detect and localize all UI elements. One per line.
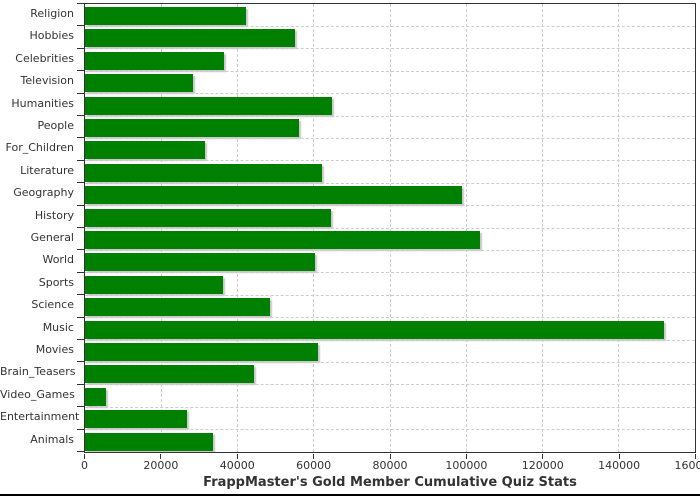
category-axis-tick	[77, 428, 84, 430]
category-label: Sports	[38, 275, 74, 289]
value-axis-tick-label: 120000	[521, 459, 564, 472]
category-axis-tick	[77, 316, 84, 318]
vertical-gridline	[160, 4, 162, 452]
value-axis-tick-label: 60000	[296, 459, 332, 472]
vertical-gridline	[389, 4, 391, 452]
value-axis-tick	[618, 454, 620, 459]
category-axis-tick	[77, 3, 84, 4]
bar-video-games	[85, 387, 106, 406]
category-axis-tick	[77, 361, 84, 363]
bar-science	[85, 298, 270, 317]
vertical-gridline	[465, 4, 467, 452]
category-label: Hobbies	[29, 29, 74, 43]
vertical-gridline	[542, 4, 543, 452]
category-label: Geography	[13, 186, 74, 200]
bar-for-children	[85, 141, 205, 160]
category-axis-tick	[77, 204, 84, 206]
category-label: For_Children	[5, 141, 74, 155]
value-axis-tick-label: 140000	[598, 459, 641, 472]
category-label: World	[42, 253, 74, 267]
bar-literature	[85, 163, 322, 182]
bar-world	[85, 253, 315, 272]
bar-celebrities	[85, 51, 224, 70]
value-axis-tick	[389, 454, 391, 459]
category-axis-tick	[77, 406, 84, 408]
category-label: History	[34, 208, 74, 222]
value-axis-tick	[84, 454, 85, 459]
bar-brain-teasers	[85, 365, 254, 384]
bar-general	[85, 231, 480, 249]
category-label: People	[37, 119, 74, 132]
category-axis-tick	[77, 159, 84, 161]
chart-title: FrappMaster's Gold Member Cumulative Qui…	[203, 475, 577, 490]
category-label: Science	[31, 298, 74, 312]
category-axis-tick	[77, 339, 84, 340]
category-label: Celebrities	[15, 51, 74, 65]
value-axis-tick-label: 160000	[674, 459, 700, 472]
bar-sports	[85, 275, 223, 294]
plot-area	[84, 3, 696, 453]
category-axis-tick	[77, 92, 84, 94]
bar-television	[85, 74, 193, 93]
category-axis-tick	[77, 294, 84, 296]
category-axis-tick	[77, 47, 84, 49]
category-label: Movies	[35, 343, 74, 356]
category-label: Religion	[30, 7, 74, 20]
category-label: Entertainment	[0, 410, 80, 424]
value-axis-tick	[236, 454, 238, 459]
bar-religion	[85, 7, 246, 25]
category-axis-tick	[77, 271, 84, 273]
category-label: Animals	[30, 432, 74, 446]
category-axis-tick	[77, 25, 84, 27]
value-axis-tick-label: 0	[81, 459, 88, 472]
value-axis-tick	[542, 454, 544, 459]
value-axis-tick-label: 100000	[445, 459, 488, 472]
bar-geography	[85, 186, 462, 205]
vertical-gridline	[313, 4, 315, 452]
bar-music	[85, 320, 664, 339]
category-label: Humanities	[11, 96, 74, 110]
bar-humanities	[85, 96, 332, 115]
vertical-gridline	[237, 4, 238, 452]
bar-animals	[85, 432, 213, 451]
category-label: Literature	[20, 163, 74, 177]
bar-entertainment	[85, 410, 187, 429]
category-axis-tick	[77, 227, 84, 228]
category-axis-tick	[77, 451, 84, 452]
value-axis-tick	[313, 454, 315, 459]
category-axis-tick	[77, 70, 84, 72]
category-label: Music	[42, 320, 74, 334]
value-axis-tick	[465, 454, 467, 459]
category-axis-tick	[77, 249, 84, 251]
category-axis-tick	[77, 115, 84, 116]
category-axis-tick	[77, 137, 84, 139]
bar-movies	[85, 343, 318, 361]
category-label: Television	[20, 74, 75, 88]
bottom-border-line	[0, 494, 700, 496]
value-axis-tick-label: 40000	[219, 459, 255, 472]
category-axis-tick	[77, 182, 84, 184]
category-label: General	[30, 231, 74, 244]
category-axis-tick	[77, 383, 84, 385]
value-axis-tick-label: 80000	[372, 459, 408, 472]
category-label: Video_Games	[0, 387, 75, 401]
value-axis-tick	[160, 454, 162, 459]
category-label: Brain_Teasers	[0, 365, 76, 379]
bar-history	[85, 208, 331, 227]
bar-people	[85, 119, 299, 137]
bar-hobbies	[85, 29, 295, 48]
vertical-gridline	[618, 4, 620, 452]
value-axis-tick	[695, 454, 696, 459]
value-axis-tick-label: 20000	[143, 459, 179, 472]
